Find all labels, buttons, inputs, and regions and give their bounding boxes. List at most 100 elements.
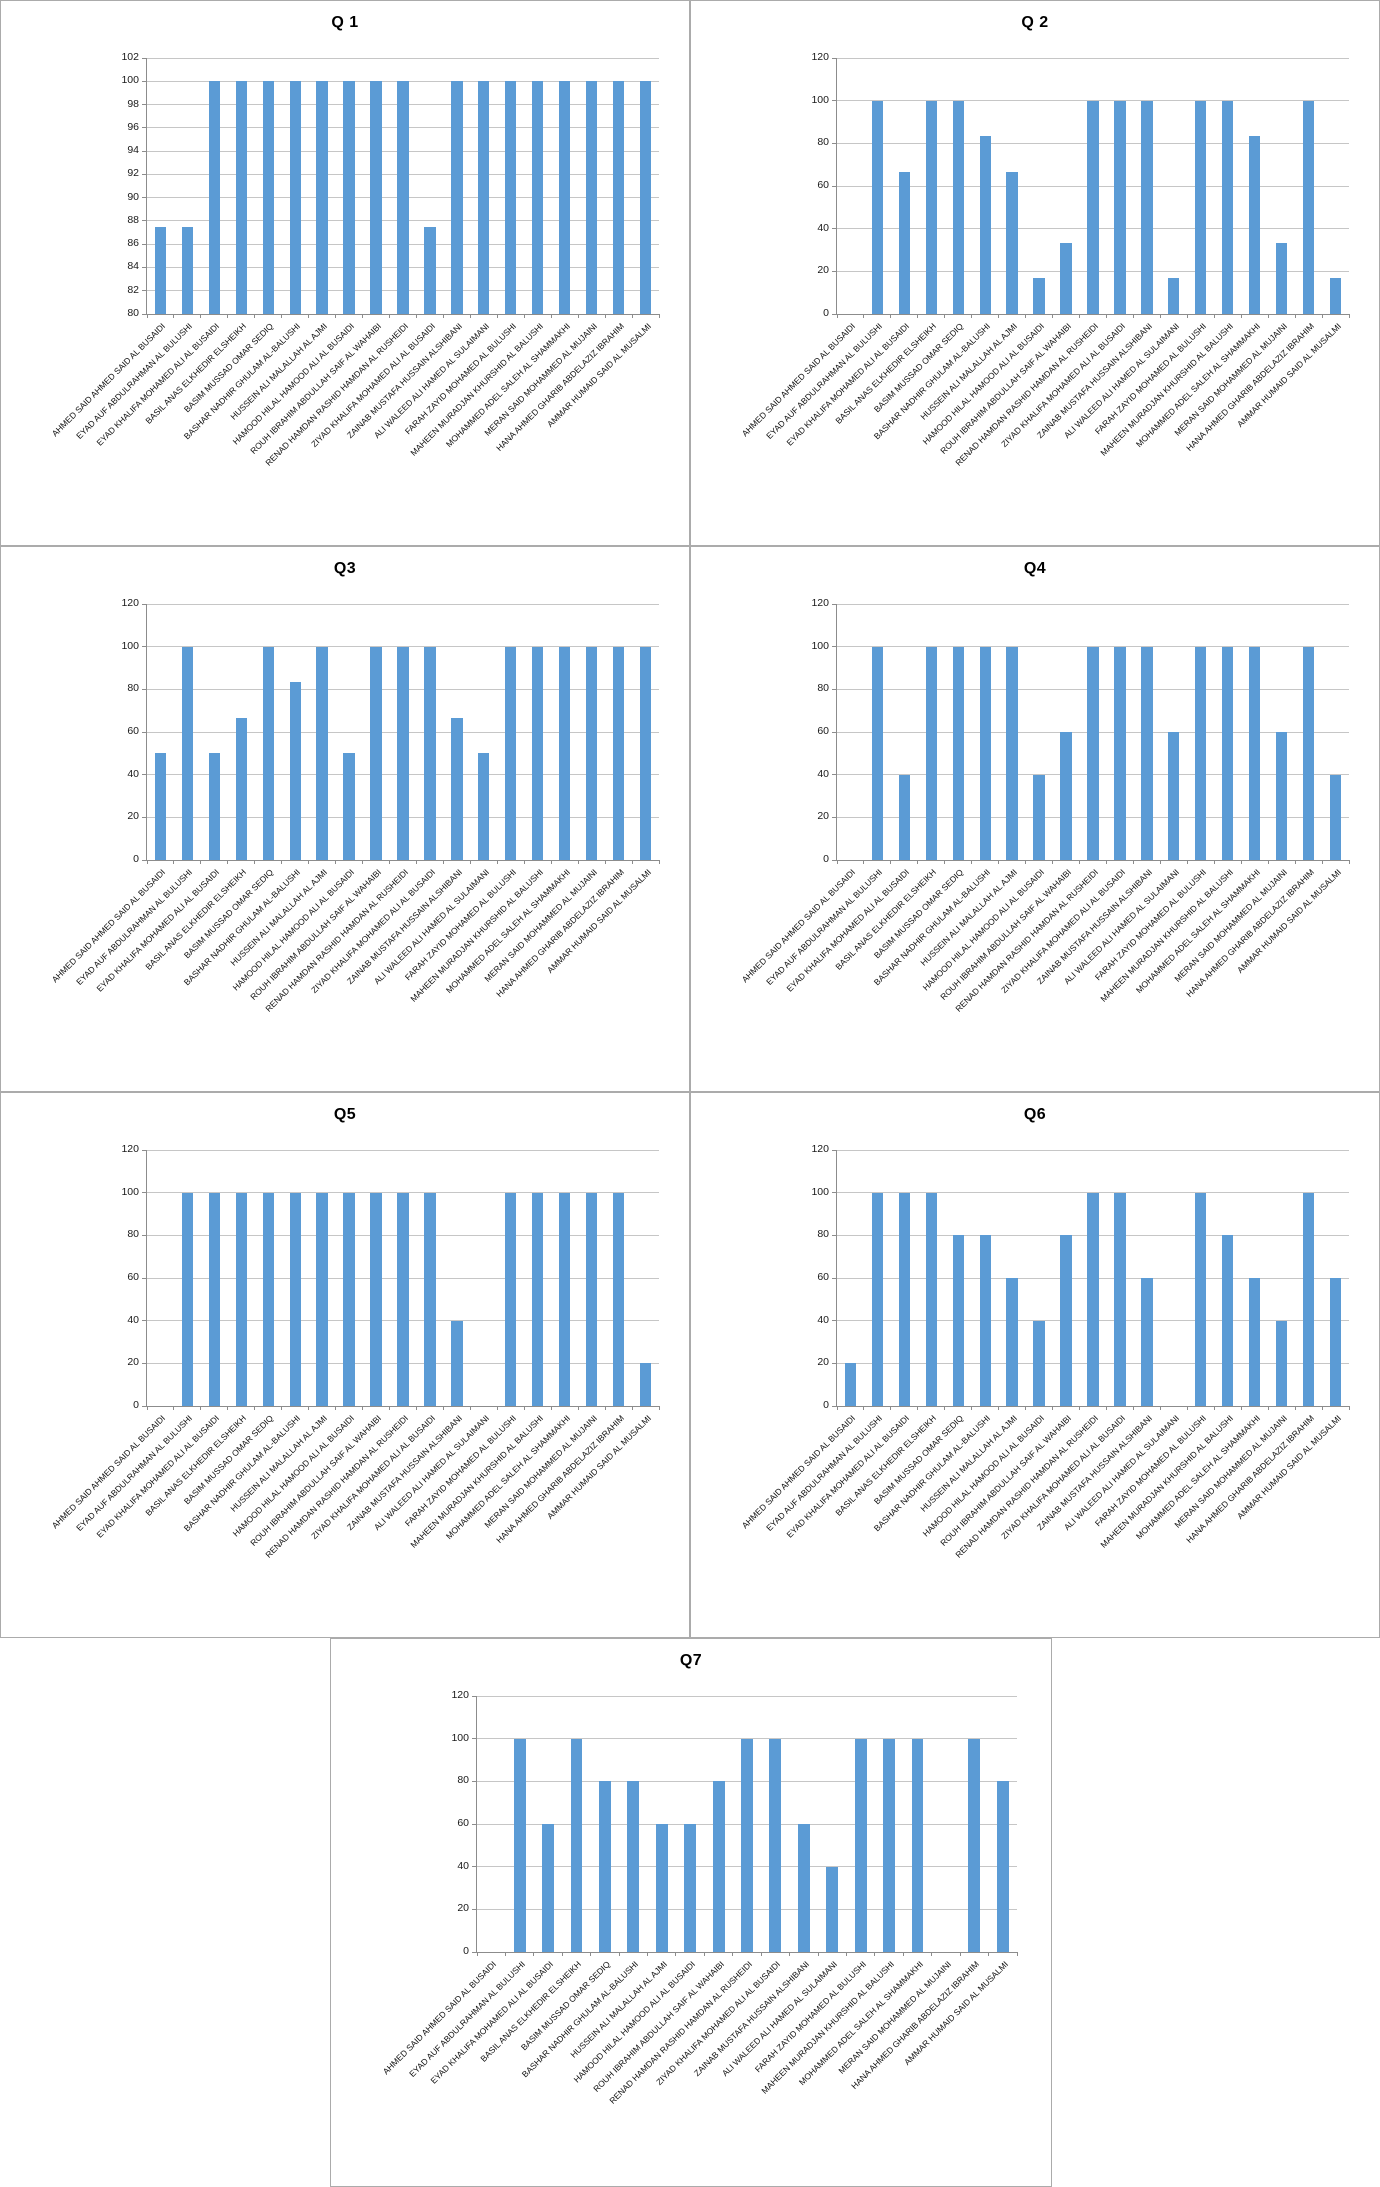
bar-3 [898,1192,911,1406]
y-axis-tick [142,1192,147,1194]
x-axis-tick [1186,314,1188,318]
bar-19 [1329,278,1342,314]
gridline [837,646,1349,648]
x-axis-tick [998,314,1000,318]
x-axis-tick [496,314,498,318]
bar-15 [532,81,544,314]
x-axis-tick [618,1952,620,1956]
y-axis-label: 84 [127,260,139,273]
x-axis-tick [504,1952,506,1956]
bar-19 [1329,774,1342,860]
x-axis-tick [890,1406,892,1410]
y-axis-label: 40 [457,1859,469,1872]
y-axis-tick [832,731,837,733]
x-axis-tick [561,1952,563,1956]
y-axis-tick [142,290,147,292]
x-axis-tick [836,860,838,864]
bar-12 [451,1320,463,1406]
bar-8 [343,81,355,314]
bar-9 [370,1192,382,1406]
x-axis-label: EYAD AUF ABDULRAHMAN AL BULUSHI [406,1959,527,2079]
bar-6 [979,1235,991,1406]
chart-panel-q3: Q3 0 20 40 60 80 100 120 AHMED SAID AHMED SAID … [0,546,690,1092]
bar-7 [1006,1278,1018,1406]
x-axis-tick [1025,860,1027,864]
x-axis-tick [1186,1406,1188,1410]
x-axis-tick [998,860,1000,864]
y-axis-tick [142,1362,147,1364]
bar-13 [478,81,490,314]
bar-7 [316,1192,328,1406]
x-axis-tick [415,860,417,864]
bar-3 [898,171,911,314]
x-axis-tick [1132,860,1134,864]
chart-panel-q1: Q 1 80 82 84 86 88 90 92 94 96 98 100 102 AHMED SAID… [0,0,690,546]
bar-17 [585,1192,598,1406]
x-axis-tick [1294,860,1296,864]
bar-3 [208,753,221,860]
y-axis-tick [142,774,147,776]
x-axis-tick [1348,860,1350,864]
x-axis-tick [863,314,865,318]
gridline [147,646,659,648]
x-axis-tick [415,1406,417,1410]
x-axis-tick [1079,314,1081,318]
y-axis-tick [142,603,147,605]
x-axis-tick [863,1406,865,1410]
chart-title-q3: Q3 [333,560,357,577]
y-axis-label: 0 [133,1399,139,1411]
bar-4 [235,1192,247,1406]
x-axis-tick [1025,1406,1027,1410]
x-axis-tick [577,860,579,864]
x-axis-tick [227,1406,229,1410]
x-axis-tick [496,1406,498,1410]
bar-13 [826,1866,839,1952]
bar-9 [370,81,382,314]
x-axis-tick [631,860,633,864]
y-axis-label: 90 [127,190,139,203]
y-axis-label: 120 [811,51,829,63]
bar-17 [1275,1320,1288,1406]
bar-11 [424,226,436,314]
x-axis-tick [1321,860,1323,864]
y-axis-tick [832,1277,837,1279]
bar-4 [235,717,247,860]
gridline [147,57,659,59]
y-axis-tick [472,1780,477,1782]
x-axis-tick [442,1406,444,1410]
y-axis-tick [142,173,147,175]
x-axis-tick [415,314,417,318]
x-axis-tick [1240,314,1242,318]
x-axis-tick [604,860,606,864]
x-axis-tick [469,860,471,864]
bar-11 [1114,100,1126,314]
y-axis-label: 80 [817,682,829,695]
y-axis-tick [142,266,147,268]
y-axis-tick [472,1951,477,1953]
x-axis-tick [1052,1406,1054,1410]
x-axis-tick [1294,314,1296,318]
bar-12 [451,717,463,860]
x-axis-tick [389,1406,391,1410]
bar-3 [208,1192,221,1406]
x-axis-tick [308,1406,310,1410]
x-axis-tick [469,314,471,318]
bar-16 [559,1192,571,1406]
y-axis-label: 100 [121,639,139,652]
y-axis-label: 120 [811,1143,829,1155]
y-axis-tick [142,688,147,690]
y-axis-tick [832,1362,837,1364]
bar-18 [1302,1192,1315,1406]
gridline [147,80,659,82]
y-axis-label: 80 [817,1228,829,1241]
bar-10 [741,1738,753,1952]
x-axis-tick [1240,1406,1242,1410]
y-axis-label: 40 [817,1313,829,1326]
bar-2 [871,100,884,314]
bar-19 [639,81,652,314]
bar-14 [854,1738,867,1952]
bar-8 [1033,1320,1045,1406]
bar-5 [598,1781,611,1952]
x-axis-tick [658,860,660,864]
x-axis-tick [658,314,660,318]
